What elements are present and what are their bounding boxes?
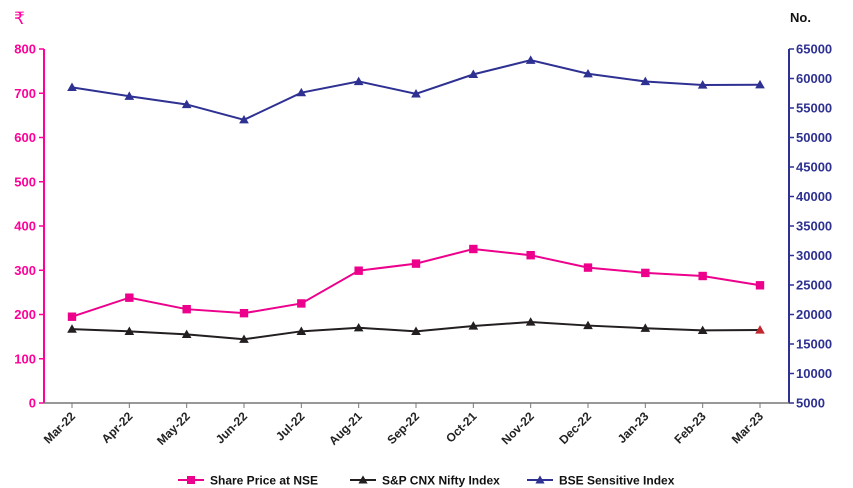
- series-line: [71, 247, 761, 318]
- data-point: [755, 281, 765, 290]
- x-tick-label: Jun-22: [213, 409, 250, 446]
- data-point: [641, 268, 650, 278]
- data-point: [354, 266, 363, 275]
- data-point: [468, 69, 479, 78]
- right-tick-label: 15000: [796, 337, 832, 352]
- data-point: [583, 68, 593, 78]
- left-tick-label: 700: [14, 86, 36, 101]
- right-tick-label: 10000: [796, 366, 832, 381]
- series-2: [67, 55, 765, 124]
- data-point: [583, 320, 593, 330]
- left-tick-label: 300: [14, 263, 36, 278]
- x-tick-label: Aug-21: [326, 409, 365, 448]
- right-tick-label: 35000: [796, 219, 832, 234]
- x-tick-label: Jul-22: [273, 409, 308, 444]
- legend-marker: [535, 475, 545, 484]
- series-1: [67, 317, 765, 343]
- legend-label: S&P CNX Nifty Index: [382, 474, 500, 488]
- right-tick-label: 50000: [796, 130, 832, 145]
- data-point: [67, 324, 77, 333]
- axes: 0 100 200 300 400 500 600 700 800 5000 10000 15000 2…: [14, 42, 832, 448]
- left-tick-label: 800: [14, 42, 36, 57]
- right-tick-label: 45000: [796, 160, 832, 175]
- data-point: [755, 325, 765, 334]
- data-point: [526, 251, 535, 260]
- data-point: [353, 76, 364, 86]
- data-point: [239, 308, 249, 318]
- data-point: [525, 55, 536, 64]
- x-tick-label: Sep-22: [384, 409, 422, 447]
- data-point: [353, 322, 364, 332]
- x-tick-label: Nov-22: [499, 409, 537, 447]
- right-tick-label: 65000: [796, 42, 832, 57]
- right-tick-label: 60000: [796, 71, 832, 86]
- x-tick-label: Mar-22: [41, 409, 78, 446]
- data-point: [640, 323, 651, 332]
- legend-marker: [358, 475, 368, 484]
- data-point: [698, 271, 707, 281]
- right-tick-label: 20000: [796, 307, 832, 322]
- legend: Share Price at NSE S&P CNX Nifty Index BSE…: [178, 474, 675, 488]
- left-tick-label: 500: [14, 174, 36, 189]
- data-point: [296, 326, 307, 335]
- legend-label: Share Price at NSE: [210, 474, 318, 488]
- x-tick-label: Dec-22: [556, 409, 594, 447]
- right-tick-label: 40000: [796, 189, 832, 204]
- data-point: [181, 329, 192, 339]
- right-axis-unit: No.: [790, 10, 811, 25]
- x-tick-label: Feb-23: [672, 409, 709, 446]
- data-point: [468, 321, 479, 330]
- data-point: [181, 99, 192, 109]
- left-tick-label: 0: [29, 396, 36, 411]
- x-tick-label: Mar-23: [729, 409, 766, 446]
- data-point: [755, 79, 765, 89]
- data-point: [67, 312, 77, 321]
- x-tick-label: May-22: [154, 409, 193, 448]
- right-tick-label: 30000: [796, 248, 832, 263]
- data-point: [469, 244, 478, 254]
- left-tick-label: 100: [14, 351, 36, 366]
- data-point: [239, 334, 249, 343]
- data-point: [125, 293, 134, 302]
- x-tick-label: Jan-23: [615, 409, 652, 446]
- data-point: [124, 326, 135, 335]
- data-point: [239, 114, 249, 124]
- data-point: [697, 80, 708, 89]
- data-point: [67, 82, 77, 91]
- data-point: [124, 91, 135, 100]
- left-axis-unit: ₹: [14, 9, 25, 29]
- data-point: [182, 304, 191, 314]
- right-tick-label: 25000: [796, 278, 832, 293]
- data-point: [411, 259, 421, 268]
- series-layer: [67, 55, 765, 343]
- data-point: [697, 325, 708, 335]
- data-point: [297, 299, 306, 308]
- legend-label: BSE Sensitive Index: [559, 474, 675, 488]
- data-point: [640, 76, 651, 86]
- right-tick-label: 55000: [796, 101, 832, 116]
- right-tick-label: 5000: [796, 396, 825, 411]
- data-point: [411, 89, 421, 98]
- x-tick-label: Oct-21: [443, 409, 480, 446]
- left-tick-label: 200: [14, 307, 36, 322]
- data-point: [296, 87, 307, 97]
- data-point: [525, 317, 536, 326]
- data-point: [583, 263, 593, 272]
- series-0: [67, 244, 765, 321]
- left-tick-label: 400: [14, 219, 36, 234]
- x-tick-label: Apr-22: [99, 409, 136, 446]
- data-point: [411, 326, 421, 335]
- legend-marker: [187, 476, 195, 484]
- left-tick-label: 600: [14, 130, 36, 145]
